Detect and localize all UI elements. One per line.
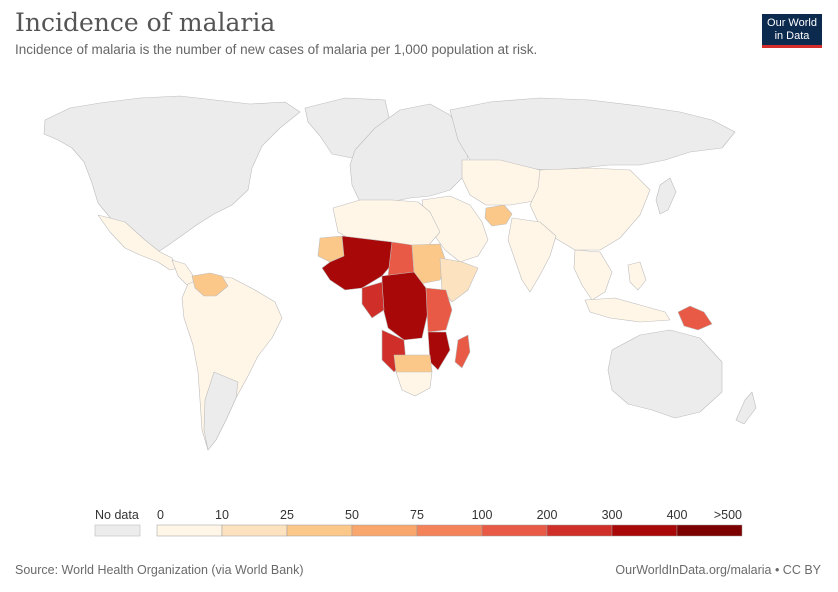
- legend-bin-2[interactable]: [286, 524, 353, 537]
- legend-bin-4[interactable]: [416, 524, 483, 537]
- region-australia[interactable]: [607, 329, 723, 419]
- region-south-africa[interactable]: [395, 371, 433, 397]
- region-venezuela-guyana[interactable]: [191, 272, 229, 297]
- legend-bin-6[interactable]: [546, 524, 613, 537]
- license-link[interactable]: OurWorldInData.org/malaria • CC BY: [615, 563, 821, 577]
- region-east-africa[interactable]: [425, 287, 453, 333]
- region-europe[interactable]: [349, 103, 469, 206]
- region-mexico[interactable]: [97, 214, 179, 271]
- legend-tick-label: 200: [537, 508, 558, 522]
- legend-bin-8[interactable]: [676, 524, 743, 537]
- legend-tick-label: 10: [215, 508, 229, 522]
- region-china[interactable]: [529, 167, 651, 251]
- legend-tick-label: 25: [280, 508, 294, 522]
- legend-tick-label: 400: [667, 508, 688, 522]
- legend-tick-label: 50: [345, 508, 359, 522]
- region-japan[interactable]: [655, 177, 677, 215]
- chart-subtitle: Incidence of malaria is the number of ne…: [15, 42, 538, 57]
- region-south-america[interactable]: [181, 274, 283, 451]
- legend-bin-1[interactable]: [221, 524, 288, 537]
- region-new-zealand[interactable]: [735, 391, 757, 425]
- region-southeast-asia[interactable]: [573, 249, 613, 301]
- legend-bin-0[interactable]: [156, 524, 223, 537]
- region-gulf-of-guinea[interactable]: [361, 281, 385, 319]
- source-note: Source: World Health Organization (via W…: [15, 563, 304, 577]
- legend-bin-7[interactable]: [611, 524, 678, 537]
- logo-line-1: Our World: [767, 17, 817, 29]
- color-legend: No data 0 10 25 50 75 100 200 300 400 >500: [94, 508, 743, 537]
- legend-tick-label: 300: [602, 508, 623, 522]
- region-central-africa[interactable]: [381, 271, 429, 341]
- chart-title: Incidence of malaria: [15, 8, 276, 37]
- region-philippines[interactable]: [627, 261, 647, 291]
- legend-tick-label: >500: [714, 508, 742, 522]
- legend-tick-label: 75: [410, 508, 424, 522]
- region-papua-new-guinea[interactable]: [677, 305, 713, 331]
- region-indonesia[interactable]: [584, 297, 671, 323]
- region-russia[interactable]: [449, 97, 736, 171]
- legend-tick-label: 0: [157, 508, 164, 522]
- region-madagascar[interactable]: [454, 334, 471, 369]
- legend-bin-3[interactable]: [351, 524, 418, 537]
- region-argentina-chile[interactable]: [203, 371, 239, 451]
- legend-bin-5[interactable]: [481, 524, 548, 537]
- region-afghanistan[interactable]: [484, 204, 513, 227]
- legend-no-data-label: No data: [95, 508, 139, 522]
- legend-tick-label: 100: [472, 508, 493, 522]
- region-north-america[interactable]: [43, 95, 301, 253]
- owid-logo[interactable]: Our World in Data: [762, 14, 822, 48]
- legend-no-data-swatch[interactable]: [94, 524, 141, 537]
- region-india[interactable]: [507, 217, 557, 293]
- world-map[interactable]: [0, 70, 838, 490]
- logo-line-2: in Data: [774, 30, 810, 42]
